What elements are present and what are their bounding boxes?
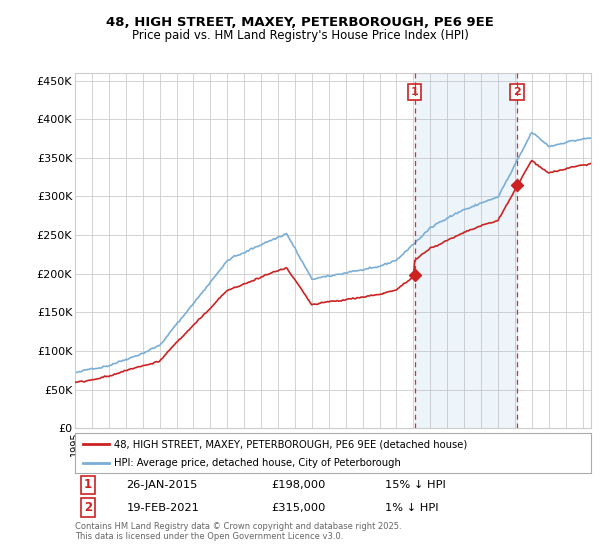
Text: 2: 2	[84, 501, 92, 514]
Text: Contains HM Land Registry data © Crown copyright and database right 2025.
This d: Contains HM Land Registry data © Crown c…	[75, 522, 401, 542]
Text: Price paid vs. HM Land Registry's House Price Index (HPI): Price paid vs. HM Land Registry's House …	[131, 29, 469, 42]
Text: 26-JAN-2015: 26-JAN-2015	[127, 480, 198, 490]
Text: £315,000: £315,000	[271, 502, 325, 512]
Text: 1: 1	[84, 478, 92, 491]
Text: 19-FEB-2021: 19-FEB-2021	[127, 502, 199, 512]
Text: 2: 2	[513, 87, 521, 97]
Text: 48, HIGH STREET, MAXEY, PETERBOROUGH, PE6 9EE (detached house): 48, HIGH STREET, MAXEY, PETERBOROUGH, PE…	[114, 439, 467, 449]
Text: 1% ↓ HPI: 1% ↓ HPI	[385, 502, 438, 512]
Text: 48, HIGH STREET, MAXEY, PETERBOROUGH, PE6 9EE: 48, HIGH STREET, MAXEY, PETERBOROUGH, PE…	[106, 16, 494, 29]
Text: 15% ↓ HPI: 15% ↓ HPI	[385, 480, 445, 490]
Text: 1: 1	[410, 87, 418, 97]
Text: £198,000: £198,000	[271, 480, 325, 490]
Text: HPI: Average price, detached house, City of Peterborough: HPI: Average price, detached house, City…	[114, 458, 401, 468]
Bar	[415, 73, 517, 428]
